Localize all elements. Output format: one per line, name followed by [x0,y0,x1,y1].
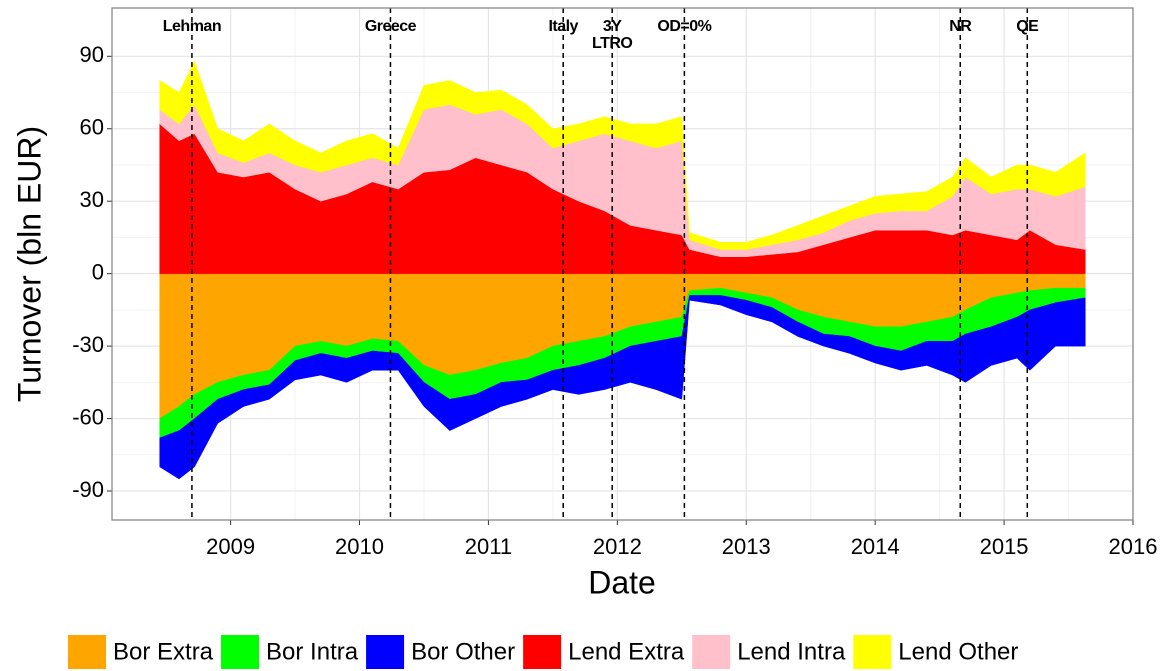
plot-border [111,7,1134,521]
y-tick-label: 0 [92,259,104,284]
area [159,60,1086,250]
y-tick-label: 30 [80,187,104,212]
y-tick-label: -30 [72,332,104,357]
legend-label: Lend Other [898,638,1018,665]
legend-swatch [692,635,731,669]
legend-swatch [853,635,892,669]
legend-swatch [366,635,405,669]
event-label: 3Y [603,18,622,35]
event-label: OD=0% [657,18,711,35]
x-tick-label: 2011 [465,534,512,559]
legend-swatch [68,635,106,669]
legend-label: Lend Extra [568,638,685,665]
legend-label: Bor Extra [113,638,214,665]
x-tick-label: 2012 [593,534,642,559]
x-tick-label: 2015 [980,534,1029,559]
event-label: NR [949,18,972,35]
x-tick-label: 2009 [206,534,255,559]
legend-label: Lend Intra [737,638,846,665]
legend-label: Bor Intra [266,638,359,665]
event-label: Greece [365,18,417,35]
y-tick-label: 60 [80,115,104,140]
y-tick-label: -90 [72,477,104,502]
x-tick-label: 2014 [851,534,900,559]
legend-label: Bor Other [411,638,515,665]
y-tick-label: 90 [80,42,104,67]
x-tick-label: 2013 [722,534,771,559]
x-axis-title: Date [588,564,656,600]
legend-swatch [523,635,562,669]
legend-swatch [221,635,260,669]
y-axis-title: Turnover (bln EUR) [11,126,47,402]
y-tick-label: -60 [72,404,104,429]
x-tick-label: 2016 [1109,534,1158,559]
area [159,295,1086,480]
x-tick-label: 2010 [335,534,384,559]
event-label: Lehman [163,18,221,35]
event-label: LTRO [592,35,632,52]
event-label: Italy [548,18,578,35]
event-label: QE [1016,18,1039,35]
